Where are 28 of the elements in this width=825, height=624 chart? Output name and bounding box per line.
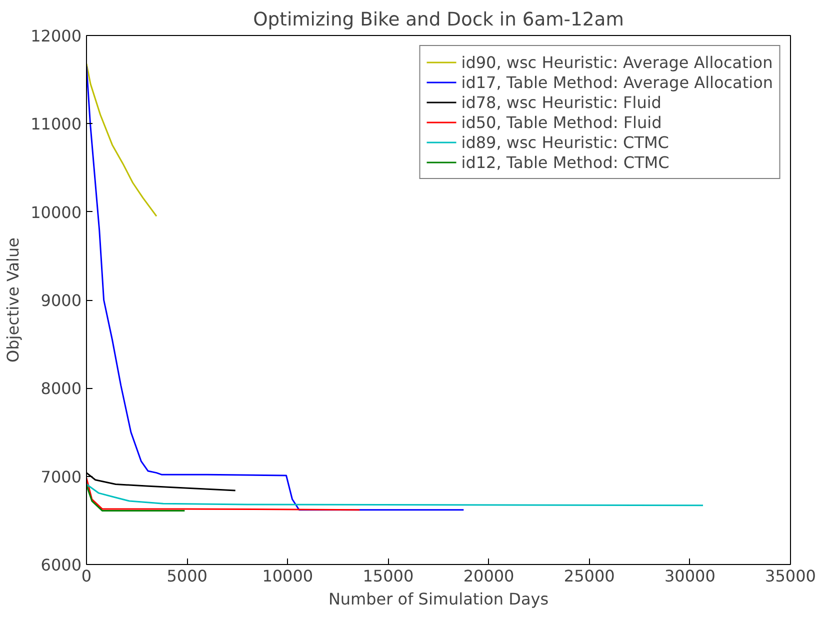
line-series: [86, 62, 158, 217]
y-tick-label: 7000: [40, 467, 82, 486]
x-tick-label: 0: [81, 566, 92, 586]
x-tick-label: 35000: [765, 566, 816, 586]
line-series: [86, 66, 464, 511]
x-tick-label: 10000: [262, 566, 314, 586]
y-tick-label: 6000: [40, 556, 82, 574]
legend-label: id78, wsc Heuristic: Fluid: [461, 92, 662, 112]
y-tick-label: 11000: [30, 114, 82, 134]
legend-label: id17, Table Method: Average Allocation: [461, 72, 773, 92]
legend-label: id90, wsc Heuristic: Average Allocation: [461, 52, 773, 72]
y-tick-label: 9000: [40, 291, 82, 310]
line-series: [86, 477, 360, 511]
x-tick-label: 15000: [362, 566, 414, 586]
legend-label: id89, wsc Heuristic: CTMC: [461, 132, 669, 152]
chart-title: Optimizing Bike and Dock in 6am-12am: [253, 10, 624, 30]
x-tick-label: 30000: [664, 566, 716, 586]
y-tick-label: 8000: [40, 379, 82, 398]
x-axis-title: Number of Simulation Days: [328, 590, 549, 608]
y-tick-label: 12000: [30, 26, 82, 46]
y-axis-title: Objective Value: [4, 238, 23, 362]
line-series: [86, 484, 704, 506]
x-tick-label: 20000: [463, 566, 514, 586]
x-tick-label: 5000: [166, 566, 208, 586]
x-tick-label: 25000: [564, 566, 615, 586]
legend-label: id12, Table Method: CTMC: [461, 152, 670, 172]
y-tick-label: 10000: [30, 202, 82, 222]
legend-label: id50, Table Method: Fluid: [461, 112, 662, 132]
